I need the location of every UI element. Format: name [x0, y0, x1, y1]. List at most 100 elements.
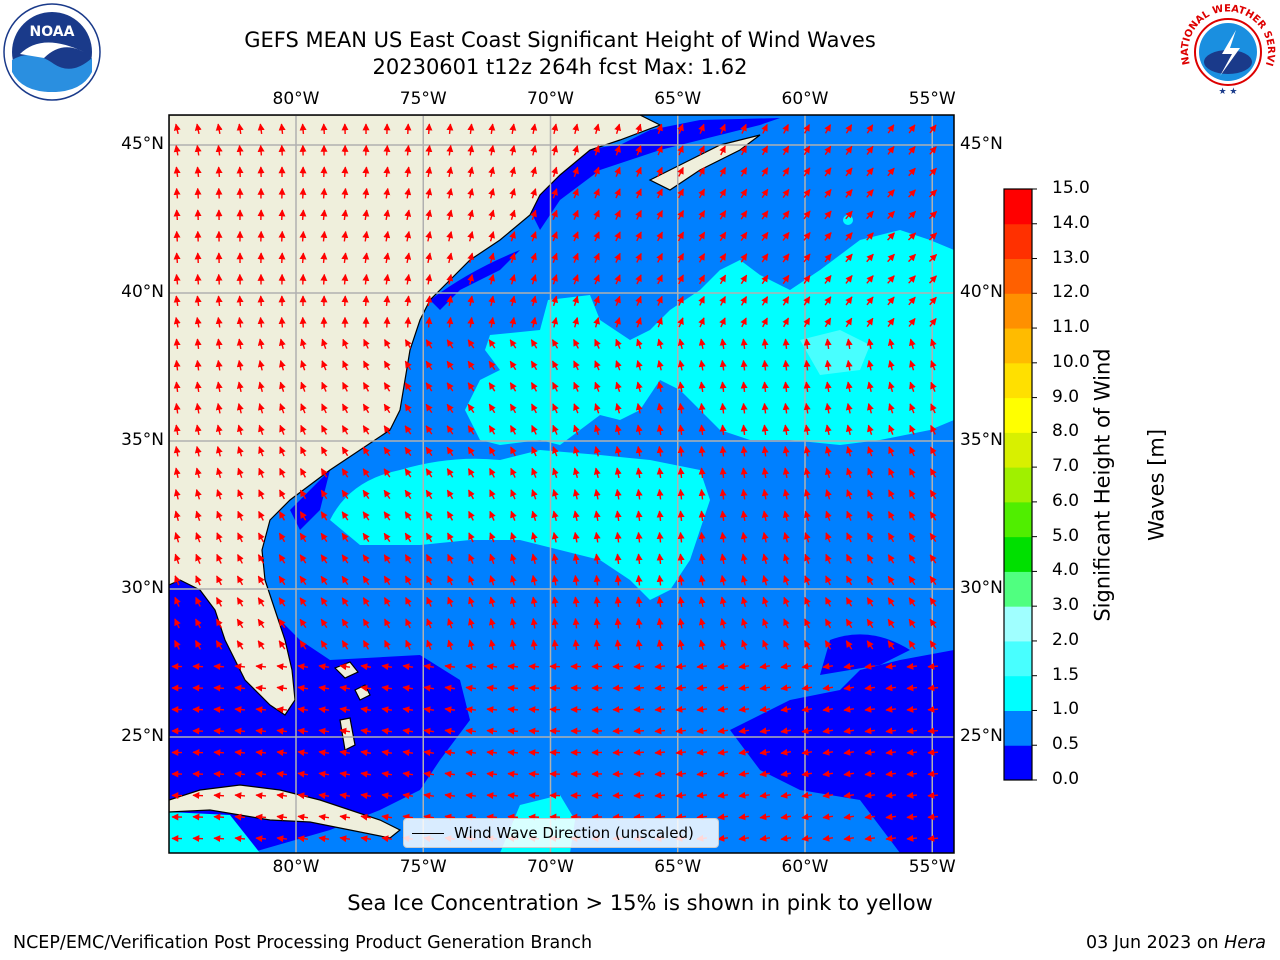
- wind-wave-arrow: [236, 575, 244, 586]
- wind-wave-arrow: [362, 403, 370, 414]
- wind-wave-arrow: [614, 467, 622, 479]
- wind-wave-arrow: [362, 187, 370, 199]
- wind-wave-arrow: [677, 166, 684, 177]
- wind-wave-arrow: [362, 295, 370, 307]
- wind-wave-arrow: [341, 230, 349, 242]
- wind-wave-arrow: [656, 510, 664, 522]
- wind-wave-arrow: [467, 295, 475, 307]
- wind-wave-arrow: [173, 187, 181, 199]
- wind-wave-arrow: [843, 705, 855, 713]
- wind-wave-arrow: [762, 639, 769, 650]
- wind-wave-arrow: [486, 749, 498, 757]
- wind-wave-arrow: [551, 360, 559, 371]
- wind-wave-arrow: [551, 188, 558, 199]
- wind-wave-arrow: [633, 813, 645, 821]
- wind-wave-arrow: [887, 511, 895, 521]
- wind-wave-arrow: [677, 467, 685, 479]
- footer-date: 03 Jun 2023 on: [1085, 933, 1225, 953]
- wind-wave-arrow: [719, 574, 727, 586]
- wind-wave-arrow: [720, 639, 727, 650]
- wind-wave-arrow: [593, 252, 600, 263]
- colorbar-title-line2: Waves [m]: [1144, 428, 1169, 542]
- wind-wave-arrow: [447, 639, 454, 650]
- wind-wave-arrow: [467, 252, 475, 264]
- wind-wave-arrow: [530, 360, 538, 371]
- colorbar-segment: [1004, 293, 1032, 329]
- wind-wave-arrow: [510, 446, 517, 457]
- wind-wave-arrow: [654, 748, 666, 756]
- wind-wave-arrow: [299, 252, 307, 264]
- wind-wave-arrow: [929, 275, 937, 284]
- wind-wave-arrow: [320, 597, 328, 607]
- wind-wave-arrow: [845, 317, 853, 328]
- wind-wave-arrow: [675, 705, 687, 713]
- wind-wave-arrow: [299, 123, 307, 135]
- wind-wave-arrow: [635, 317, 642, 328]
- wind-wave-arrow: [318, 813, 330, 821]
- wind-wave-arrow: [719, 167, 727, 177]
- wind-wave-arrow: [341, 554, 349, 564]
- wind-wave-arrow: [297, 749, 309, 757]
- wind-wave-arrow: [885, 748, 897, 756]
- colorbar-segment: [1004, 432, 1032, 468]
- wind-wave-arrow: [300, 338, 307, 349]
- wind-wave-arrow: [888, 403, 895, 414]
- wind-wave-arrow: [783, 618, 790, 629]
- wind-wave-arrow: [740, 381, 748, 393]
- wind-wave-arrow: [615, 338, 622, 349]
- wind-wave-arrow: [929, 489, 937, 500]
- wind-wave-arrow: [696, 662, 708, 670]
- wind-wave-arrow: [864, 791, 876, 799]
- wind-wave-arrow: [236, 640, 244, 650]
- wind-wave-arrow: [908, 296, 916, 306]
- wind-wave-arrow: [845, 381, 853, 393]
- wind-wave-arrow: [489, 575, 496, 586]
- wind-wave-arrow: [635, 209, 642, 220]
- wind-wave-arrow: [234, 770, 246, 778]
- wind-wave-arrow: [174, 553, 181, 564]
- wind-wave-arrow: [677, 123, 684, 134]
- wind-wave-arrow: [696, 770, 708, 778]
- wind-wave-arrow: [740, 467, 748, 479]
- wind-wave-arrow: [404, 295, 412, 307]
- wind-wave-arrow: [383, 511, 391, 521]
- wind-wave-arrow: [740, 574, 748, 586]
- wind-wave-arrow: [299, 554, 307, 564]
- wind-wave-arrow: [887, 232, 895, 241]
- wind-wave-arrow: [846, 467, 853, 478]
- wind-wave-arrow: [887, 253, 895, 263]
- wind-wave-arrow: [929, 124, 937, 134]
- wind-wave-arrow: [194, 166, 202, 178]
- wind-wave-arrow: [194, 402, 202, 414]
- wind-wave-arrow: [654, 770, 666, 778]
- wind-wave-arrow: [381, 835, 393, 843]
- wind-wave-arrow: [551, 339, 559, 349]
- wind-wave-arrow: [278, 532, 286, 543]
- wind-wave-arrow: [824, 232, 832, 241]
- wind-wave-arrow: [194, 187, 202, 199]
- wind-wave-arrow: [488, 166, 496, 178]
- wind-wave-arrow: [801, 770, 813, 778]
- wind-wave-arrow: [867, 510, 874, 521]
- wind-wave-arrow: [698, 145, 705, 156]
- wind-wave-arrow: [929, 318, 937, 327]
- wind-wave-arrow: [887, 532, 895, 543]
- wind-wave-arrow: [782, 274, 790, 285]
- lon-label-bottom: 70°W: [527, 857, 574, 877]
- wind-wave-arrow: [801, 727, 813, 735]
- wind-wave-arrow: [824, 338, 832, 350]
- wind-wave-arrow: [845, 359, 853, 371]
- wind-wave-arrow: [279, 489, 286, 500]
- wind-wave-arrow: [509, 339, 517, 349]
- wind-wave-arrow: [593, 274, 600, 285]
- wind-wave-arrow: [447, 553, 454, 564]
- wind-wave-arrow: [866, 253, 874, 263]
- wind-wave-arrow: [738, 770, 750, 778]
- wind-wave-arrow: [255, 770, 267, 778]
- wind-wave-arrow: [677, 210, 685, 220]
- chart-subtitle: 20230601 t12z 264h fcst Max: 1.62: [372, 55, 748, 79]
- wind-wave-arrow: [719, 445, 727, 457]
- wind-wave-arrow: [614, 424, 622, 436]
- wind-wave-arrow: [276, 792, 288, 800]
